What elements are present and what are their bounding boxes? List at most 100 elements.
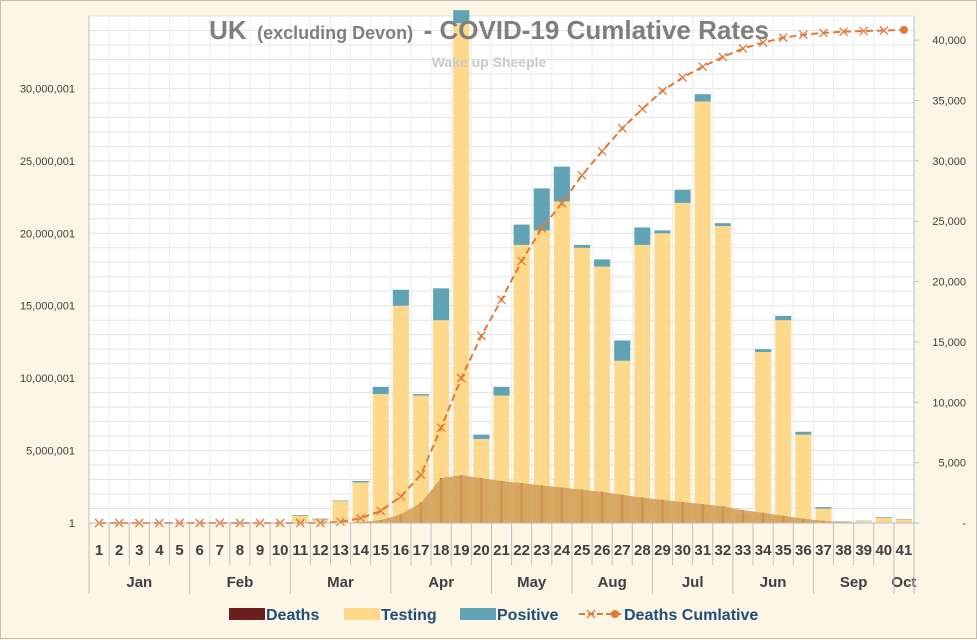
positive-bar	[695, 94, 711, 101]
x-tick-label: 40	[875, 542, 892, 559]
x-tick-label: 14	[352, 542, 369, 559]
testing-bar	[514, 245, 530, 523]
title-note: (excluding Devon)	[257, 23, 413, 43]
legend-marker	[611, 610, 619, 618]
positive-bar	[373, 387, 389, 394]
testing-bar	[876, 518, 892, 523]
legend-label: Deaths Cumlative	[624, 607, 758, 624]
title-rest: - COVID-19 Cumlative Rates	[424, 15, 769, 45]
x-tick-label: 38	[835, 542, 852, 559]
x-tick-label: 17	[413, 542, 430, 559]
y-right-tick-label: 5,000	[938, 458, 966, 470]
testing-bar	[373, 394, 389, 523]
testing-bar	[775, 320, 791, 523]
x-tick-label: 5	[175, 542, 183, 559]
testing-bar	[695, 101, 711, 523]
y-right-tick-label: 25,000	[932, 216, 966, 228]
x-tick-label: 10	[272, 542, 289, 559]
x-tick-label: 39	[855, 542, 872, 559]
positive-bar	[654, 230, 670, 233]
x-tick-label: 30	[674, 542, 691, 559]
y-right-tick-label: 30,000	[932, 156, 966, 168]
x-tick-label: 25	[574, 542, 591, 559]
positive-bar	[312, 519, 328, 520]
y-right-tick-label: 10,000	[932, 397, 966, 409]
legend-swatch	[460, 608, 496, 620]
y-left-tick-label: 5,000,001	[26, 446, 75, 458]
x-tick-label: 24	[554, 542, 571, 559]
month-label: Jul	[682, 574, 704, 591]
x-tick-label: 31	[694, 542, 711, 559]
legend-swatch	[344, 608, 380, 620]
x-tick-label: 41	[896, 542, 913, 559]
testing-bar	[534, 230, 550, 523]
legend-label: Positive	[497, 607, 558, 624]
y-left-tick-label: 1	[69, 518, 75, 530]
x-tick-label: 27	[614, 542, 631, 559]
testing-bar	[896, 519, 912, 523]
x-tick-label: 16	[393, 542, 410, 559]
positive-bar	[715, 223, 731, 226]
x-tick-label: 13	[332, 542, 349, 559]
testing-bar	[453, 23, 469, 523]
x-tick-label: 37	[815, 542, 832, 559]
month-label: Apr	[428, 574, 454, 591]
positive-bar	[473, 435, 489, 439]
x-tick-label: 34	[755, 542, 772, 559]
testing-bar	[675, 203, 691, 523]
y-right-tick-label: 35,000	[932, 96, 966, 108]
y-left-tick-label: 25,000,001	[20, 156, 75, 168]
x-tick-label: 20	[473, 542, 490, 559]
positive-bar	[594, 259, 610, 266]
testing-bar	[574, 248, 590, 523]
month-label: Aug	[598, 574, 627, 591]
positive-bar	[775, 316, 791, 320]
chart-subtitle: Wake up Sheeple	[432, 54, 547, 70]
month-label: Sep	[840, 574, 868, 591]
testing-bar	[795, 435, 811, 523]
positive-bar	[292, 515, 308, 516]
positive-bar	[353, 481, 369, 482]
positive-bar	[332, 501, 348, 502]
x-tick-label: 15	[372, 542, 389, 559]
positive-bar	[433, 288, 449, 320]
positive-bar	[675, 190, 691, 203]
testing-bar	[393, 306, 409, 523]
x-tick-label: 32	[714, 542, 731, 559]
month-label: Oct	[891, 574, 916, 591]
x-tick-label: 29	[654, 542, 671, 559]
y-left-tick-label: 30,000,001	[20, 83, 75, 95]
y-right-tick-label: -	[962, 518, 966, 530]
x-tick-label: 19	[453, 542, 470, 559]
testing-bar	[594, 267, 610, 523]
x-tick-label: 26	[594, 542, 611, 559]
testing-bar	[332, 501, 348, 523]
testing-bar	[554, 201, 570, 523]
y-right-tick-label: 20,000	[932, 277, 966, 289]
positive-bar	[755, 349, 771, 352]
x-tick-label: 11	[292, 542, 308, 559]
y-right-tick-label: 15,000	[932, 337, 966, 349]
testing-bar	[755, 352, 771, 523]
positive-bar	[795, 432, 811, 435]
positive-bar	[574, 245, 590, 248]
x-tick-label: 21	[493, 542, 510, 559]
x-tick-label: 9	[256, 542, 264, 559]
month-label: Jun	[760, 574, 787, 591]
x-tick-label: 23	[533, 542, 550, 559]
deaths-cumulative-point	[900, 26, 908, 34]
legend-label: Deaths	[266, 607, 319, 624]
testing-bar	[292, 516, 308, 523]
x-tick-label: 8	[236, 542, 244, 559]
positive-bar	[493, 387, 509, 396]
x-tick-label: 4	[155, 542, 164, 559]
x-tick-label: 6	[195, 542, 203, 559]
x-tick-label: 33	[735, 542, 752, 559]
month-label: May	[517, 574, 547, 591]
testing-bar	[634, 245, 650, 523]
x-tick-label: 12	[312, 542, 329, 559]
x-tick-label: 2	[115, 542, 123, 559]
positive-bar	[534, 188, 550, 230]
